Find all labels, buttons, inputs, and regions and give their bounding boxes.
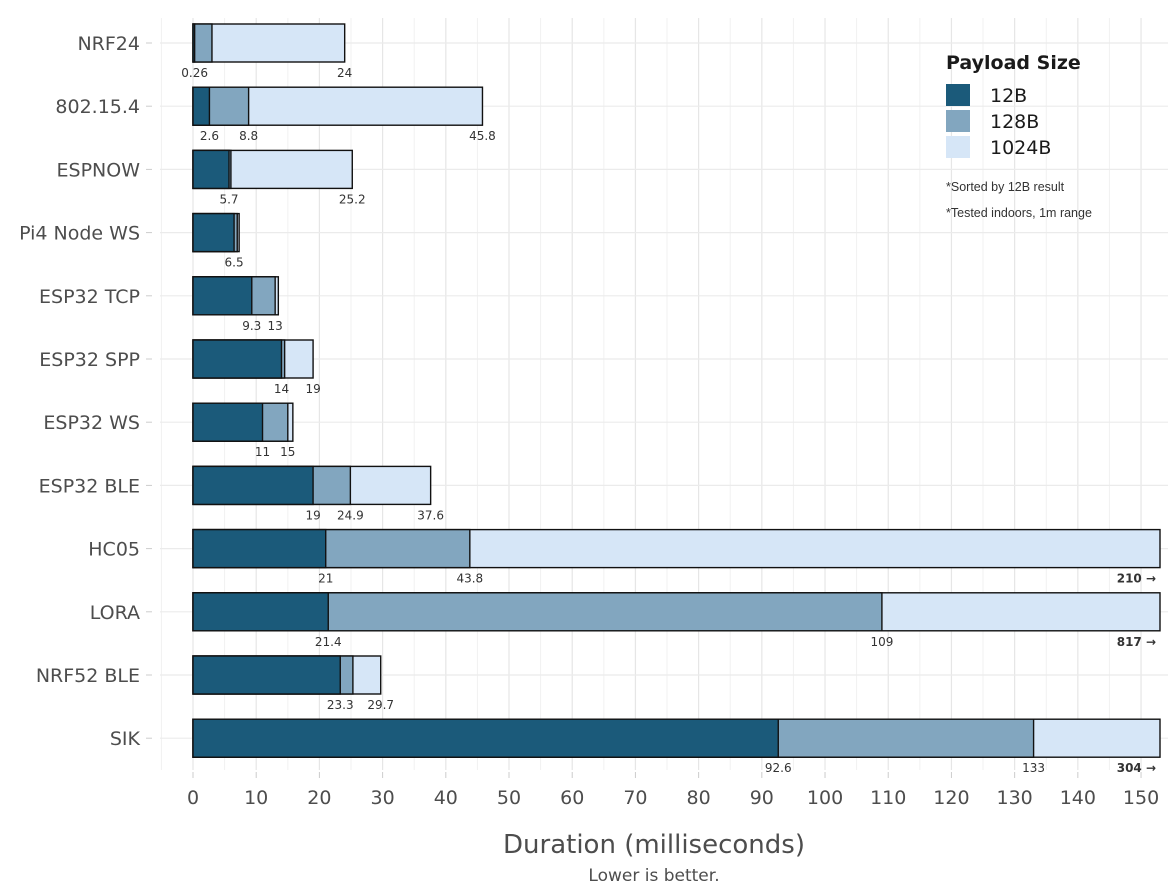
y-tick-label: ESPNOW [57,159,141,181]
bar-12b-esp32-tcp [192,276,253,316]
data-label: 24.9 [337,508,364,522]
legend: Payload Size 12B 128B 1024B [946,52,1081,159]
y-tick-label: ESP32 BLE [39,475,140,497]
bar-12b-sik [192,718,779,758]
data-label: 21.4 [315,635,342,649]
y-axis: NRF24 802.15.4 ESPNOW Pi4 Node WS ESP32 TCP E… [19,33,152,750]
x-tick-label: 90 [750,787,774,809]
x-tick-label: 70 [623,787,647,809]
bar-12b-esp32-ws [192,402,264,442]
x-axis: 0 10 20 30 40 50 60 70 80 90 100 110 120 130 140 150 [187,772,1159,809]
data-label: 6.5 [225,256,244,270]
y-tick-label: Pi4 Node WS [19,223,140,245]
data-label: 23.3 [327,698,354,712]
x-tick-label: 60 [560,787,584,809]
bar-12b-pi4-node-ws [192,212,235,253]
bar-12b-esp32-ble [192,465,314,506]
bar-1024b-nrf24 [192,23,346,63]
data-label: 24 [337,66,352,80]
data-label: 133 [1022,761,1045,775]
y-tick-label: ESP32 TCP [39,286,140,308]
bar-12b-nrf24 [192,23,196,63]
x-tick-label: 50 [497,787,521,809]
x-tick-label: 110 [870,787,906,809]
note-tested: *Tested indoors, 1m range [946,206,1092,220]
data-label: 13 [268,319,283,333]
x-tick-label: 140 [1060,787,1096,809]
legend-label: 1024B [990,137,1051,159]
data-label: 8.8 [239,129,258,143]
y-tick-label: NRF52 BLE [36,665,140,687]
bar-12b-802-15-4 [192,86,211,126]
data-label: 0.26 [181,66,208,80]
legend-key-1024b [946,136,970,158]
bar-12b-hc05 [192,528,327,569]
y-tick-label: ESP32 SPP [39,349,140,371]
data-label: 92.6 [765,761,792,775]
x-tick-label: 0 [187,787,199,809]
data-label: 14 [274,382,289,396]
x-tick-label: 130 [997,787,1033,809]
chart-notes: *Sorted by 12B result *Tested indoors, 1… [946,180,1092,220]
data-label: 11 [255,445,270,459]
data-label: 21 [318,572,333,586]
legend-key-12b [946,84,970,106]
data-label: 37.6 [417,508,444,522]
note-sorted: *Sorted by 12B result [946,180,1065,194]
x-tick-label: 20 [307,787,331,809]
y-tick-label: SIK [110,728,141,750]
data-label: 5.7 [219,192,238,206]
y-tick-label: HC05 [88,539,140,561]
x-tick-label: 120 [933,787,969,809]
data-label: 15 [280,445,295,459]
bars [192,23,1161,758]
x-tick-label: 30 [371,787,395,809]
x-tick-label: 40 [434,787,458,809]
legend-label: 12B [990,85,1027,107]
bar-12b-espnow [192,149,230,190]
data-label: 45.8 [469,129,496,143]
y-tick-label: LORA [90,602,140,624]
data-label: 43.8 [456,572,483,586]
data-label: 25.2 [339,192,366,206]
legend-key-128b [946,110,970,132]
x-axis-title: Duration (milliseconds) [503,830,805,860]
bar-12b-lora [192,592,329,632]
y-tick-label: NRF24 [77,33,140,55]
data-label: 109 [870,635,893,649]
data-label: 19 [305,382,320,396]
data-label: 9.3 [242,319,261,333]
x-tick-label: 150 [1123,787,1159,809]
chart-subtitle: Lower is better. [588,866,719,886]
legend-label: 128B [990,111,1039,133]
data-label: 19 [305,508,320,522]
overflow-label: 210 → [1117,572,1156,586]
x-tick-label: 80 [687,787,711,809]
bar-12b-esp32-spp [192,339,283,379]
legend-title: Payload Size [946,52,1081,74]
bar-128b-nrf24 [192,23,213,63]
x-tick-label: 100 [807,787,843,809]
y-tick-label: 802.15.4 [55,96,140,118]
x-tick-label: 10 [244,787,268,809]
overflow-label: 304 → [1117,761,1156,775]
data-label: 29.7 [367,698,394,712]
y-tick-label: ESP32 WS [43,412,140,434]
bar-12b-nrf52-ble [192,655,341,695]
overflow-label: 817 → [1117,635,1156,649]
data-label: 2.6 [200,129,219,143]
value-labels: 0.26 24 2.6 8.8 45.8 5.7 25.2 6.5 9.3 13 14 19 11 15 1… [181,66,1156,775]
